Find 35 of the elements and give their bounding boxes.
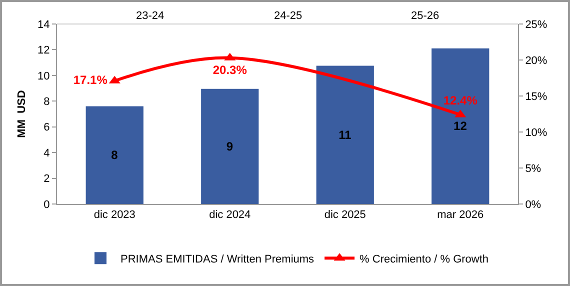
y-axis-title: MM USD: [16, 90, 28, 138]
data-label: 17.1%: [73, 72, 108, 87]
y2-tick-label: 20%: [525, 54, 548, 67]
text: 24-25: [274, 10, 302, 22]
y2-tick-label: 10%: [525, 126, 548, 139]
bar: [432, 48, 490, 204]
x-tick-label: dic 2024: [209, 209, 251, 222]
y2-tick-label: 25%: [525, 18, 548, 31]
data-label: 12.4%: [443, 93, 478, 108]
y-tick-label: 0: [44, 198, 50, 211]
y-tick-label: 8: [44, 96, 50, 108]
bar: [86, 106, 144, 204]
x-tick-label: dic 2023: [94, 209, 136, 222]
y-tick-label: 10: [38, 70, 50, 82]
y-tick-label: 14: [38, 18, 50, 31]
y-tick-label: 6: [44, 122, 50, 134]
bar: [316, 66, 374, 204]
y-tick-label: 2: [44, 173, 50, 186]
x-tick-label: dic 2025: [324, 209, 366, 222]
legend-label: PRIMAS EMITIDAS / Written Premiums: [120, 253, 315, 266]
text: 25-26: [411, 10, 440, 22]
y-tick-label: 12: [38, 44, 50, 57]
y2-tick-label: 15%: [525, 90, 548, 103]
data-label: 20.3%: [212, 63, 248, 78]
data-label: 9: [226, 139, 234, 154]
data-label: 8: [111, 148, 118, 162]
data-label: 11: [338, 128, 352, 142]
y2-tick-label: 5%: [525, 162, 542, 175]
y-tick-label: 4: [44, 147, 50, 160]
x-tick-label: mar 2026: [437, 209, 484, 222]
data-label: 12: [454, 119, 468, 134]
y2-tick-label: 0%: [525, 198, 542, 211]
text: 23-24: [136, 10, 164, 22]
legend-label: % Crecimiento / % Growth: [360, 253, 489, 266]
bar: [201, 88, 259, 204]
